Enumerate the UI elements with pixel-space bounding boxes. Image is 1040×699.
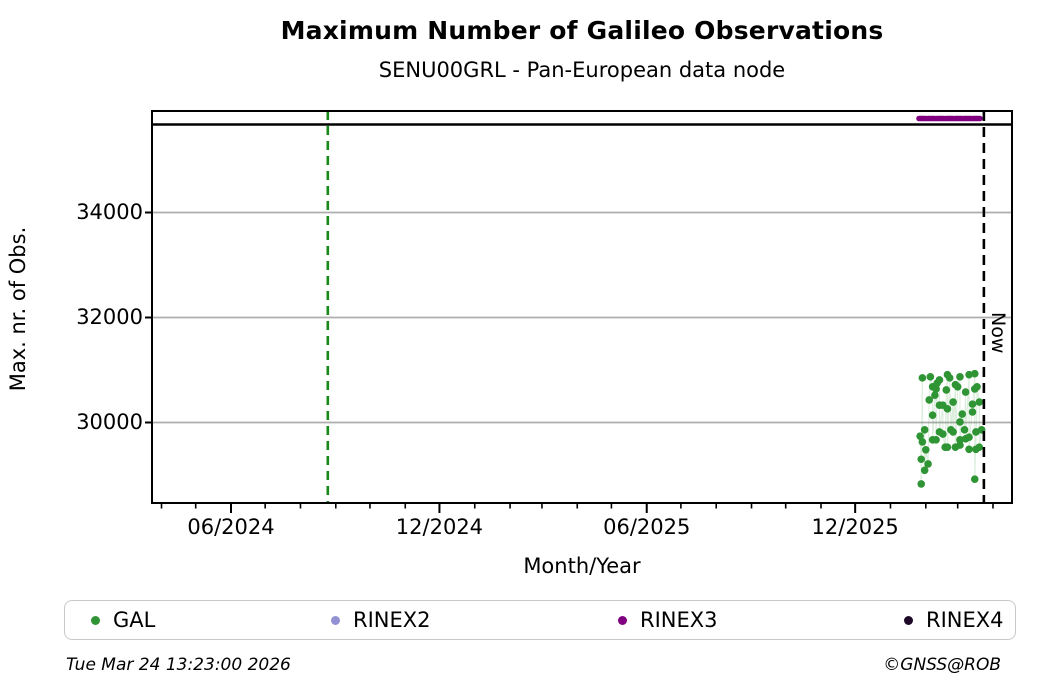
gal-data-point <box>953 383 962 391</box>
gal-data-point <box>956 436 964 444</box>
gal-data-point <box>928 411 937 419</box>
gal-data-point <box>965 370 973 379</box>
legend-entry-rinex2: RINEX2 <box>331 601 431 639</box>
gal-data-point <box>958 410 967 418</box>
gal-data-point <box>956 441 964 449</box>
now-annotation: Now <box>987 312 1009 354</box>
chart-title: Maximum Number of Galileo Observations <box>280 16 884 45</box>
plot-area <box>145 110 1013 513</box>
gal-data-point <box>970 369 979 378</box>
gal-data-point <box>939 430 947 438</box>
gal-data-point <box>960 426 969 434</box>
gal-data-point <box>932 436 940 444</box>
gal-data-point <box>949 398 957 406</box>
gal-data-point <box>965 445 973 454</box>
gal-data-point <box>945 374 954 382</box>
y-tick-label: 32000 <box>76 304 143 329</box>
gal-data-point <box>970 475 979 484</box>
gal-data-point <box>942 386 951 394</box>
y-tick-label: 30000 <box>76 409 143 434</box>
gal-data-point <box>956 418 964 426</box>
gal-marker-icon <box>91 615 100 625</box>
legend-label: GAL <box>113 608 156 632</box>
gal-data-point <box>956 373 964 381</box>
gal-data-point <box>931 391 939 400</box>
plot-frame <box>151 110 1013 504</box>
plot-generation-timestamp: Tue Mar 24 13:23:00 2026 <box>66 655 291 675</box>
legend-entry-rinex3: RINEX3 <box>618 601 718 639</box>
x-tick-label: 06/2025 <box>603 515 691 539</box>
legend-label: RINEX3 <box>640 608 718 632</box>
y-tick-label: 34000 <box>76 199 143 224</box>
x-axis-label: Month/Year <box>523 554 641 578</box>
gal-data-point <box>975 443 984 451</box>
copyright-credit: ©GNSS@ROB <box>883 655 1001 675</box>
gal-data-point <box>917 455 926 464</box>
gal-data-point <box>968 408 977 416</box>
gal-data-point <box>965 433 973 442</box>
legend-box: GAL RINEX2 RINEX3 RINEX4 <box>64 600 1016 640</box>
gal-data-point <box>975 398 984 406</box>
gal-data-point <box>918 374 927 382</box>
gal-data-point <box>917 480 926 488</box>
gal-data-point <box>920 426 929 434</box>
gal-data-point <box>961 388 970 396</box>
gal-data-point <box>972 428 980 436</box>
gal-data-point <box>926 373 935 381</box>
rinex3-marker-icon <box>618 615 627 625</box>
legend-entry-rinex4: RINEX4 <box>904 601 1004 639</box>
gal-data-point <box>973 383 981 391</box>
gal-data-point <box>918 438 927 446</box>
gal-data-point <box>925 396 934 404</box>
gal-data-point <box>921 446 930 454</box>
legend-label: RINEX2 <box>353 608 431 632</box>
chart-subtitle: SENU00GRL - Pan-European data node <box>378 58 786 82</box>
legend-entry-gal: GAL <box>91 601 155 639</box>
gal-data-point <box>920 466 929 475</box>
x-tick-label: 12/2024 <box>395 515 484 539</box>
legend-label: RINEX4 <box>926 608 1004 632</box>
gal-data-point <box>943 443 952 451</box>
gal-data-point <box>924 460 932 468</box>
rinex4-marker-icon <box>904 615 913 625</box>
rinex2-marker-icon <box>331 615 340 625</box>
gal-data-point <box>943 405 952 413</box>
gal-data-point <box>935 376 944 384</box>
x-tick-label: 12/2025 <box>811 515 899 539</box>
x-tick-label: 06/2024 <box>187 515 275 539</box>
gal-data-point <box>932 385 940 393</box>
gal-data-point <box>949 428 957 436</box>
gal-data-point <box>968 400 977 408</box>
y-axis-label: Max. nr. of Obs. <box>6 226 30 392</box>
gal-data-point <box>916 432 924 440</box>
